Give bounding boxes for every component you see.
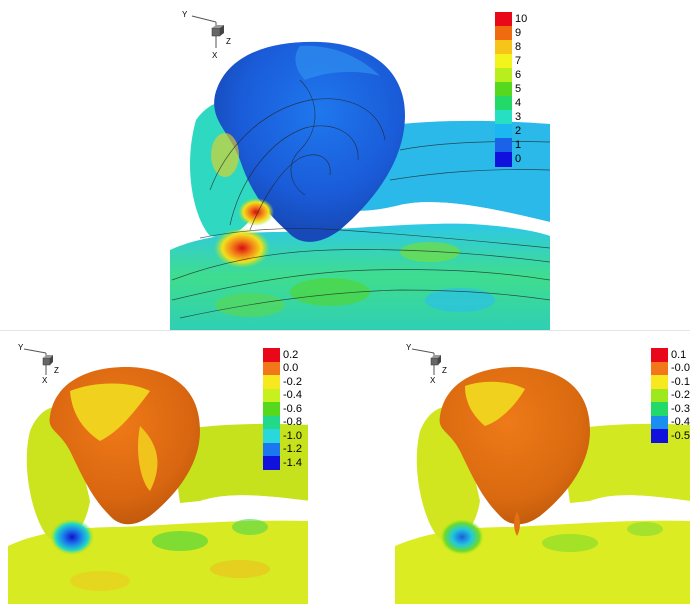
axis-label-y: Y [18, 343, 24, 352]
axis-label-y: Y [406, 343, 412, 352]
legend-tick-label: -0.0 [671, 362, 690, 375]
axis-label-x: X [212, 51, 218, 60]
legend-tick-label: -0.1 [671, 375, 690, 388]
legend-swatch [651, 361, 668, 376]
legend-tick-label: -0.8 [283, 416, 302, 429]
legend-swatch [263, 442, 280, 457]
legend-tick-label: -0.6 [283, 402, 302, 415]
axis-label-x: X [430, 376, 436, 385]
legend-swatch [263, 361, 280, 376]
legend-tick-label: 5 [515, 83, 522, 95]
legend-swatch [495, 138, 512, 153]
legend-tick-label: 2 [515, 125, 522, 137]
legend-tick-label: 7 [515, 55, 522, 67]
legend-tick-label: 0 [515, 153, 522, 165]
legend-tick-label: -0.4 [671, 416, 690, 429]
legend-tick-label: 8 [515, 41, 522, 53]
legend-swatch [495, 124, 512, 139]
legend-tick-label: -1.2 [283, 443, 302, 456]
legend-swatch [495, 26, 512, 41]
legend-tick-label: 10 [515, 13, 528, 25]
legend-swatch [495, 152, 512, 167]
axis-label-z: Z [226, 37, 231, 46]
legend-tick-label: -0.5 [671, 429, 690, 442]
legend-tick-label: 1 [515, 139, 522, 151]
color-legend: 0.2 0.0 -0.2 -0.4 -0.6 -0.8 -1.0 -1.2 -1.4 [263, 348, 323, 474]
color-legend: 10 9 8 7 6 5 4 3 2 1 0 [495, 12, 555, 168]
legend-tick-label: -0.2 [671, 389, 690, 402]
axis-label-z: Z [54, 366, 59, 375]
legend-swatch [495, 12, 512, 27]
top-vessel-render [170, 41, 550, 330]
bottom-right-vessel-render [395, 366, 690, 604]
legend-tick-label: -0.4 [283, 389, 302, 402]
axis-triad [406, 343, 456, 383]
top-panel: Y Z X 10 9 8 7 6 5 4 3 2 1 0 [170, 10, 555, 330]
legend-swatch [651, 388, 668, 403]
legend-tick-label: -1.0 [283, 429, 302, 442]
legend-swatch [263, 415, 280, 430]
legend-tick-label: 4 [515, 97, 522, 109]
legend-tick-label: 0.0 [283, 362, 299, 375]
bottom-left-panel: Y Z X 0.2 0.0 -0.2 -0.4 -0.6 -0.8 -1.0 -1.2 -1.4 [0, 331, 345, 604]
legend-swatch [651, 375, 668, 389]
legend-swatch [263, 375, 280, 389]
legend-swatch [495, 96, 512, 111]
legend-swatch [263, 456, 280, 470]
axis-label-y: Y [182, 10, 188, 19]
legend-tick-label: -1.4 [283, 456, 302, 469]
legend-swatch [495, 54, 512, 69]
legend-swatch [495, 82, 512, 97]
color-legend: 0.1 -0.0 -0.1 -0.2 -0.3 -0.4 -0.5 [651, 348, 690, 444]
legend-swatch [263, 388, 280, 403]
bottom-right-panel: Y Z X 0.1 -0.0 -0.1 -0.2 -0.3 -0.4 -0.5 [345, 331, 690, 604]
legend-tick-label: -0.3 [671, 402, 690, 415]
legend-swatch [651, 429, 668, 443]
legend-tick-label: -0.2 [283, 375, 302, 388]
legend-swatch [263, 348, 280, 362]
legend-tick-label: 3 [515, 111, 522, 123]
legend-swatch [495, 68, 512, 83]
legend-swatch [263, 429, 280, 443]
axis-label-z: Z [442, 366, 447, 375]
axis-label-x: X [42, 376, 48, 385]
legend-swatch [651, 415, 668, 430]
legend-swatch [263, 402, 280, 416]
legend-tick-label: 0.2 [283, 348, 299, 361]
legend-swatch [495, 40, 512, 55]
legend-tick-label: 9 [515, 27, 522, 39]
legend-swatch [495, 110, 512, 125]
legend-swatch [651, 402, 668, 416]
axis-triad [18, 343, 68, 383]
legend-swatch [651, 348, 668, 362]
axis-triad [182, 10, 242, 60]
legend-tick-label: 6 [515, 69, 522, 81]
panel-divider [0, 330, 690, 331]
legend-tick-label: 0.1 [671, 348, 687, 361]
